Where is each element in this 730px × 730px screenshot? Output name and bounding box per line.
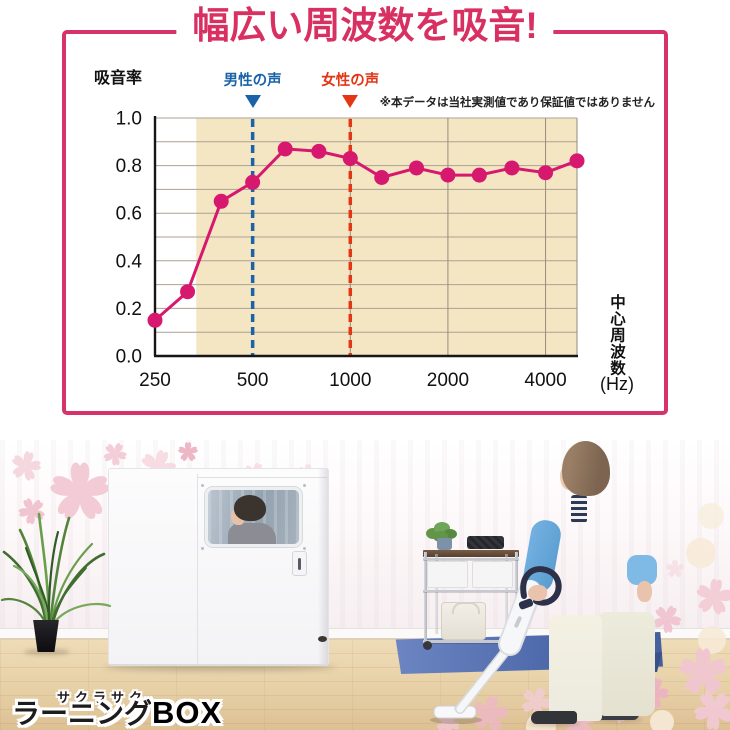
male-voice-label: 男性の声 (223, 73, 282, 89)
cart-rail (423, 558, 519, 560)
chart-title: 幅広い周波数を吸音! (176, 4, 554, 48)
y-tick-label: 0.4 (116, 251, 143, 272)
cart-post (424, 552, 427, 644)
black-case (467, 536, 504, 549)
booth-shadow (104, 664, 336, 671)
brand-name-accent: BOX (152, 695, 223, 730)
plant-shadow (24, 649, 70, 655)
dot-icon (698, 626, 726, 654)
plant-pot (33, 620, 59, 652)
cart-post (505, 554, 508, 634)
dot-icon (686, 538, 716, 568)
woman-right-cuff (627, 555, 657, 585)
female-voice-marker: 女性の声 (321, 69, 379, 108)
booth-window (205, 487, 302, 547)
y-tick-label: 0.2 (116, 299, 142, 320)
gridlines (155, 117, 578, 357)
dot-icon (698, 503, 724, 529)
booth-door-handle (292, 551, 307, 576)
y-tick-label: 0.0 (116, 347, 142, 368)
window-screw-icon (201, 547, 204, 550)
man-inside-body (228, 523, 276, 544)
sakura-flower-icon (692, 575, 730, 618)
woman-back-leg (599, 612, 655, 716)
female-voice-triangle-icon (342, 95, 359, 108)
window-screw-icon (303, 484, 306, 487)
canvas-bag (441, 602, 486, 640)
brand-name-black: ラーニング (12, 698, 153, 729)
sakura-flower-icon (8, 448, 44, 484)
cart-top-shelf (423, 550, 519, 557)
data-points (147, 141, 585, 328)
product-photo: サクラサク ラーニングBOX (0, 440, 730, 730)
x-tick-label: 250 (139, 370, 171, 391)
cart-plant-pot (437, 538, 452, 550)
y-tick-label: 0.6 (116, 204, 142, 225)
cart-caster (423, 641, 432, 650)
sakura-flower-icon (662, 726, 702, 730)
cart-rail (423, 590, 519, 592)
y-axis-title: 吸音率 (94, 70, 143, 87)
brand-logo: ラーニングBOX (12, 695, 223, 730)
decorative-grass-plant (0, 512, 112, 628)
x-tick-label: 2000 (427, 370, 469, 391)
dot-icon (650, 710, 674, 730)
x-axis-title: 中心周波数 (608, 294, 625, 377)
wire-cart (423, 522, 519, 650)
absorption-line-chart: 0.0 0.2 0.4 0.6 0.8 1.0 250 500 1000 2000 4000 (116, 109, 585, 391)
booth-cable-port (318, 636, 327, 642)
booth-door-rail (197, 477, 327, 478)
cart-drawer (472, 561, 513, 588)
x-axis-unit: (Hz) (600, 374, 634, 394)
window-screw-icon (303, 547, 306, 550)
sakura-flower-icon (690, 686, 730, 730)
woman-striped-top (571, 495, 587, 523)
stick-vacuum-cleaner (430, 566, 562, 724)
cart-bottom-shelf (423, 640, 519, 643)
sakura-flower-icon (101, 440, 129, 468)
sakura-flower-icon (177, 442, 199, 462)
cart-post (435, 554, 438, 634)
woman-front-leg (549, 615, 602, 721)
booth-panel-seam (197, 474, 198, 664)
sakura-flower-icon (665, 559, 685, 578)
y-tick-label: 1.0 (116, 109, 142, 130)
woman-right-hand (637, 581, 652, 602)
y-tick-label: 0.8 (116, 156, 142, 177)
woman-hair (562, 441, 610, 496)
x-tick-label: 1000 (329, 370, 371, 391)
cart-plant (426, 522, 458, 544)
x-tick-label: 4000 (524, 370, 566, 391)
disclaimer-note: ※本データは当社実測値であり保証値ではありません (379, 97, 655, 109)
male-voice-marker: 男性の声 (224, 69, 282, 108)
woman-front-sandal (531, 711, 577, 724)
man-inside-hair (234, 495, 266, 521)
male-voice-triangle-icon (244, 95, 261, 108)
brand-name-small: サクラサク (57, 690, 148, 705)
window-screw-icon (201, 484, 204, 487)
cart-drawer (427, 561, 468, 588)
woman-left-hand (528, 585, 547, 601)
female-voice-label: 女性の声 (321, 73, 380, 89)
soundproof-booth (108, 468, 329, 666)
baseboard (0, 628, 730, 639)
x-tick-label: 500 (237, 370, 269, 391)
